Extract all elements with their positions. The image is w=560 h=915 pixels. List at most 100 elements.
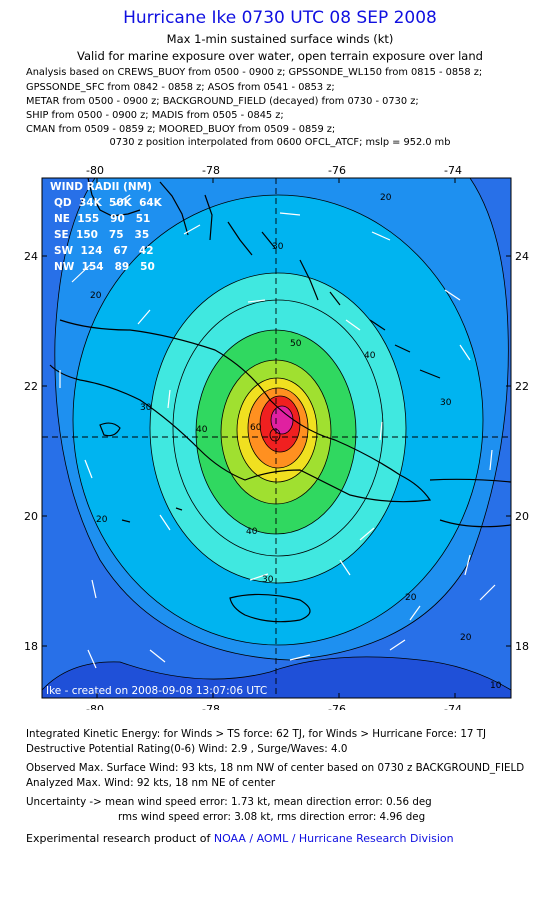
- lat-tick-label: 20: [24, 510, 38, 523]
- wind-arrow: [339, 559, 351, 576]
- product-credit: Experimental research product of NOAA / …: [26, 832, 454, 845]
- lat-tick-label: 20: [515, 510, 529, 523]
- wind-arrow: [409, 605, 421, 621]
- lon-tick-label: -78: [202, 703, 220, 710]
- wind-arrow: [183, 224, 201, 235]
- wind-arrow: [379, 421, 383, 441]
- uncertainty-line: Uncertainty -> mean wind speed error: 1.…: [26, 796, 432, 808]
- contour-labels: 30 50 40 30 40 30 20 20 40 30 20 20 60 2…: [90, 193, 502, 691]
- contour-label: 40: [246, 527, 258, 537]
- lat-tick-label: 18: [24, 640, 38, 653]
- lon-tick-label: -74: [444, 164, 462, 177]
- lon-tick-label: -74: [444, 703, 462, 710]
- lat-tick-label: 22: [24, 380, 38, 393]
- lon-tick-label: -80: [86, 164, 104, 177]
- contour-line: [149, 272, 407, 584]
- contour-line: [172, 299, 384, 557]
- map-subtitle: Max 1-min sustained surface winds (kt): [166, 32, 394, 46]
- wind-arrow: [159, 514, 171, 531]
- map-credit: Ike - created on 2008-09-08 13:07:06 UTC: [46, 685, 267, 697]
- source-line: GPSSONDE_SFC from 0842 - 0858 z; ASOS fr…: [26, 82, 335, 93]
- contour-label: 50: [290, 339, 302, 349]
- source-line: SHIP from 0500 - 0900 z; MADIS from 0505…: [26, 110, 284, 121]
- wind-arrow: [84, 459, 93, 479]
- florida-coast: [87, 178, 189, 236]
- lon-tick-label: -76: [328, 164, 346, 177]
- contour-line: [54, 178, 509, 661]
- rms-error-line: rms wind speed error: 3.08 kt, rms direc…: [118, 811, 426, 823]
- lat-tick-label: 24: [515, 250, 529, 263]
- contour-label: 10: [490, 681, 502, 691]
- wind-arrow: [91, 579, 97, 599]
- wind-radii-title: WIND RADII (NM): [50, 181, 152, 193]
- analyzed-max-line: Analyzed Max. Wind: 92 kts, 18 nm NE of …: [26, 777, 276, 789]
- lon-tick-label: -78: [202, 164, 220, 177]
- contour-line: [236, 377, 318, 483]
- bahamas-islands: [204, 194, 441, 379]
- coastlines: [49, 178, 511, 623]
- contour-label: 60: [250, 423, 262, 433]
- jamaica-coast: [229, 593, 311, 623]
- lat-tick-label: 18: [515, 640, 529, 653]
- contour-label: 30: [140, 403, 152, 413]
- map-frame: [41, 177, 512, 699]
- wind-arrows: [59, 194, 496, 669]
- wind-radii-row: SE 150 75 35: [54, 229, 149, 241]
- wind-arrow: [389, 639, 406, 651]
- wind-arrow: [345, 319, 361, 331]
- source-line: METAR from 0500 - 0900 z; BACKGROUND_FIE…: [26, 96, 419, 107]
- contour-label: 40: [364, 351, 376, 361]
- ike-line: Integrated Kinetic Energy: for Winds > T…: [26, 728, 487, 740]
- contour-line: [247, 387, 309, 469]
- contour-label: 20: [90, 291, 102, 301]
- contour-label: 20: [405, 593, 417, 603]
- wind-arrow: [289, 654, 311, 661]
- cayman-islands: [121, 507, 183, 523]
- wind-radii-table: WIND RADII (NM) QD 34K 50K 64K NE 155 90…: [50, 181, 163, 273]
- dpr-line: Destructive Potential Rating(0-6) Wind: …: [26, 743, 348, 755]
- wind-contour-band: [271, 406, 293, 434]
- wind-arrow: [137, 309, 151, 325]
- wind-arrow: [489, 449, 493, 471]
- contour-line: [42, 656, 511, 691]
- wind-arrow: [464, 554, 471, 576]
- wind-arrow: [359, 527, 375, 541]
- wind-arrow: [459, 344, 471, 361]
- wind-arrow: [279, 212, 301, 216]
- contour-label: 40: [196, 425, 208, 435]
- wind-arrow: [444, 289, 461, 301]
- lat-tick-label: 24: [24, 250, 38, 263]
- wind-radii-row: NW 154 89 50: [54, 261, 155, 273]
- contour-label: 30: [272, 242, 284, 252]
- wind-radii-row: SW 124 67 42: [54, 245, 154, 257]
- wind-arrow: [249, 573, 269, 581]
- credit-prefix: Experimental research product of: [26, 832, 214, 845]
- center-crosshair: [42, 178, 511, 698]
- wind-arrow: [149, 649, 166, 663]
- contour-line: [269, 428, 281, 442]
- source-line: CMAN from 0509 - 0859 z; MOORED_BUOY fro…: [26, 124, 336, 135]
- contour-label: 30: [262, 575, 274, 585]
- wind-arrow: [247, 299, 266, 303]
- page-title: Hurricane Ike 0730 UTC 08 SEP 2008: [123, 8, 437, 28]
- wind-analysis-map: 30 50 40 30 40 30 20 20 40 30 20 20 60 2…: [24, 164, 529, 710]
- tick-marks: [42, 178, 511, 698]
- lon-tick-label: -80: [86, 703, 104, 710]
- wind-arrow: [167, 389, 171, 409]
- wind-field: 30 50 40 30 40 30 20 20 40 30 20 20 60 2…: [42, 178, 511, 698]
- wind-arrow: [479, 584, 496, 601]
- source-line: Analysis based on CREWS_BUOY from 0500 -…: [26, 67, 483, 78]
- wind-arrow: [71, 264, 91, 283]
- wind-radii-header: QD 34K 50K 64K: [54, 197, 163, 209]
- wind-arrow: [114, 194, 131, 206]
- cuba-coast: [49, 319, 432, 503]
- position-note: 0730 z position interpolated from 0600 O…: [109, 137, 451, 148]
- observed-max-line: Observed Max. Surface Wind: 93 kts, 18 n…: [26, 762, 525, 774]
- contour-label: 20: [96, 515, 108, 525]
- hispaniola-coast: [429, 478, 511, 528]
- validity-note: Valid for marine exposure over water, op…: [77, 49, 483, 63]
- wind-arrow: [87, 649, 97, 669]
- contour-label: 20: [380, 193, 392, 203]
- wind-radii-row: NE 155 90 51: [54, 213, 150, 225]
- hrd-link[interactable]: NOAA / AOML / Hurricane Research Divisio…: [213, 832, 454, 845]
